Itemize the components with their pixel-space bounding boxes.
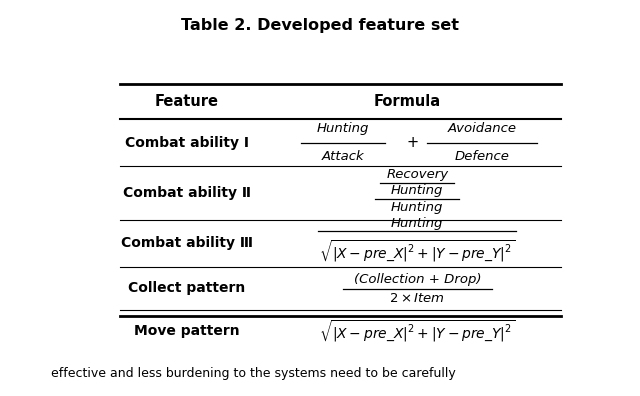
Text: Move pattern: Move pattern [134, 324, 239, 338]
Text: Combat ability Ⅱ: Combat ability Ⅱ [123, 186, 251, 200]
Text: $2 \times Item$: $2 \times Item$ [389, 292, 445, 305]
Text: Hunting: Hunting [391, 184, 444, 196]
Text: +: + [406, 135, 419, 150]
Text: Hunting: Hunting [317, 122, 369, 135]
Text: (Collection + Drop): (Collection + Drop) [353, 273, 481, 286]
Text: Recovery: Recovery [386, 168, 449, 181]
Text: Hunting: Hunting [391, 217, 444, 230]
Text: $\sqrt{|X-pre\_X|^2+|Y-pre\_Y|^2}$: $\sqrt{|X-pre\_X|^2+|Y-pre\_Y|^2}$ [319, 238, 515, 264]
Text: Attack: Attack [321, 150, 364, 164]
Text: Formula: Formula [374, 94, 441, 109]
Text: Hunting: Hunting [391, 201, 444, 214]
Text: Collect pattern: Collect pattern [128, 282, 245, 295]
Text: $\sqrt{|X-pre\_X|^2+|Y-pre\_Y|^2}$: $\sqrt{|X-pre\_X|^2+|Y-pre\_Y|^2}$ [319, 318, 515, 344]
Text: Defence: Defence [454, 150, 509, 164]
Text: Table 2. Developed feature set: Table 2. Developed feature set [181, 18, 459, 33]
Text: Avoidance: Avoidance [447, 122, 516, 135]
Text: Feature: Feature [155, 94, 219, 109]
Text: Combat ability Ⅲ: Combat ability Ⅲ [120, 236, 253, 250]
Text: Combat ability Ⅰ: Combat ability Ⅰ [125, 136, 248, 150]
Text: effective and less burdening to the systems need to be carefully: effective and less burdening to the syst… [51, 367, 456, 380]
